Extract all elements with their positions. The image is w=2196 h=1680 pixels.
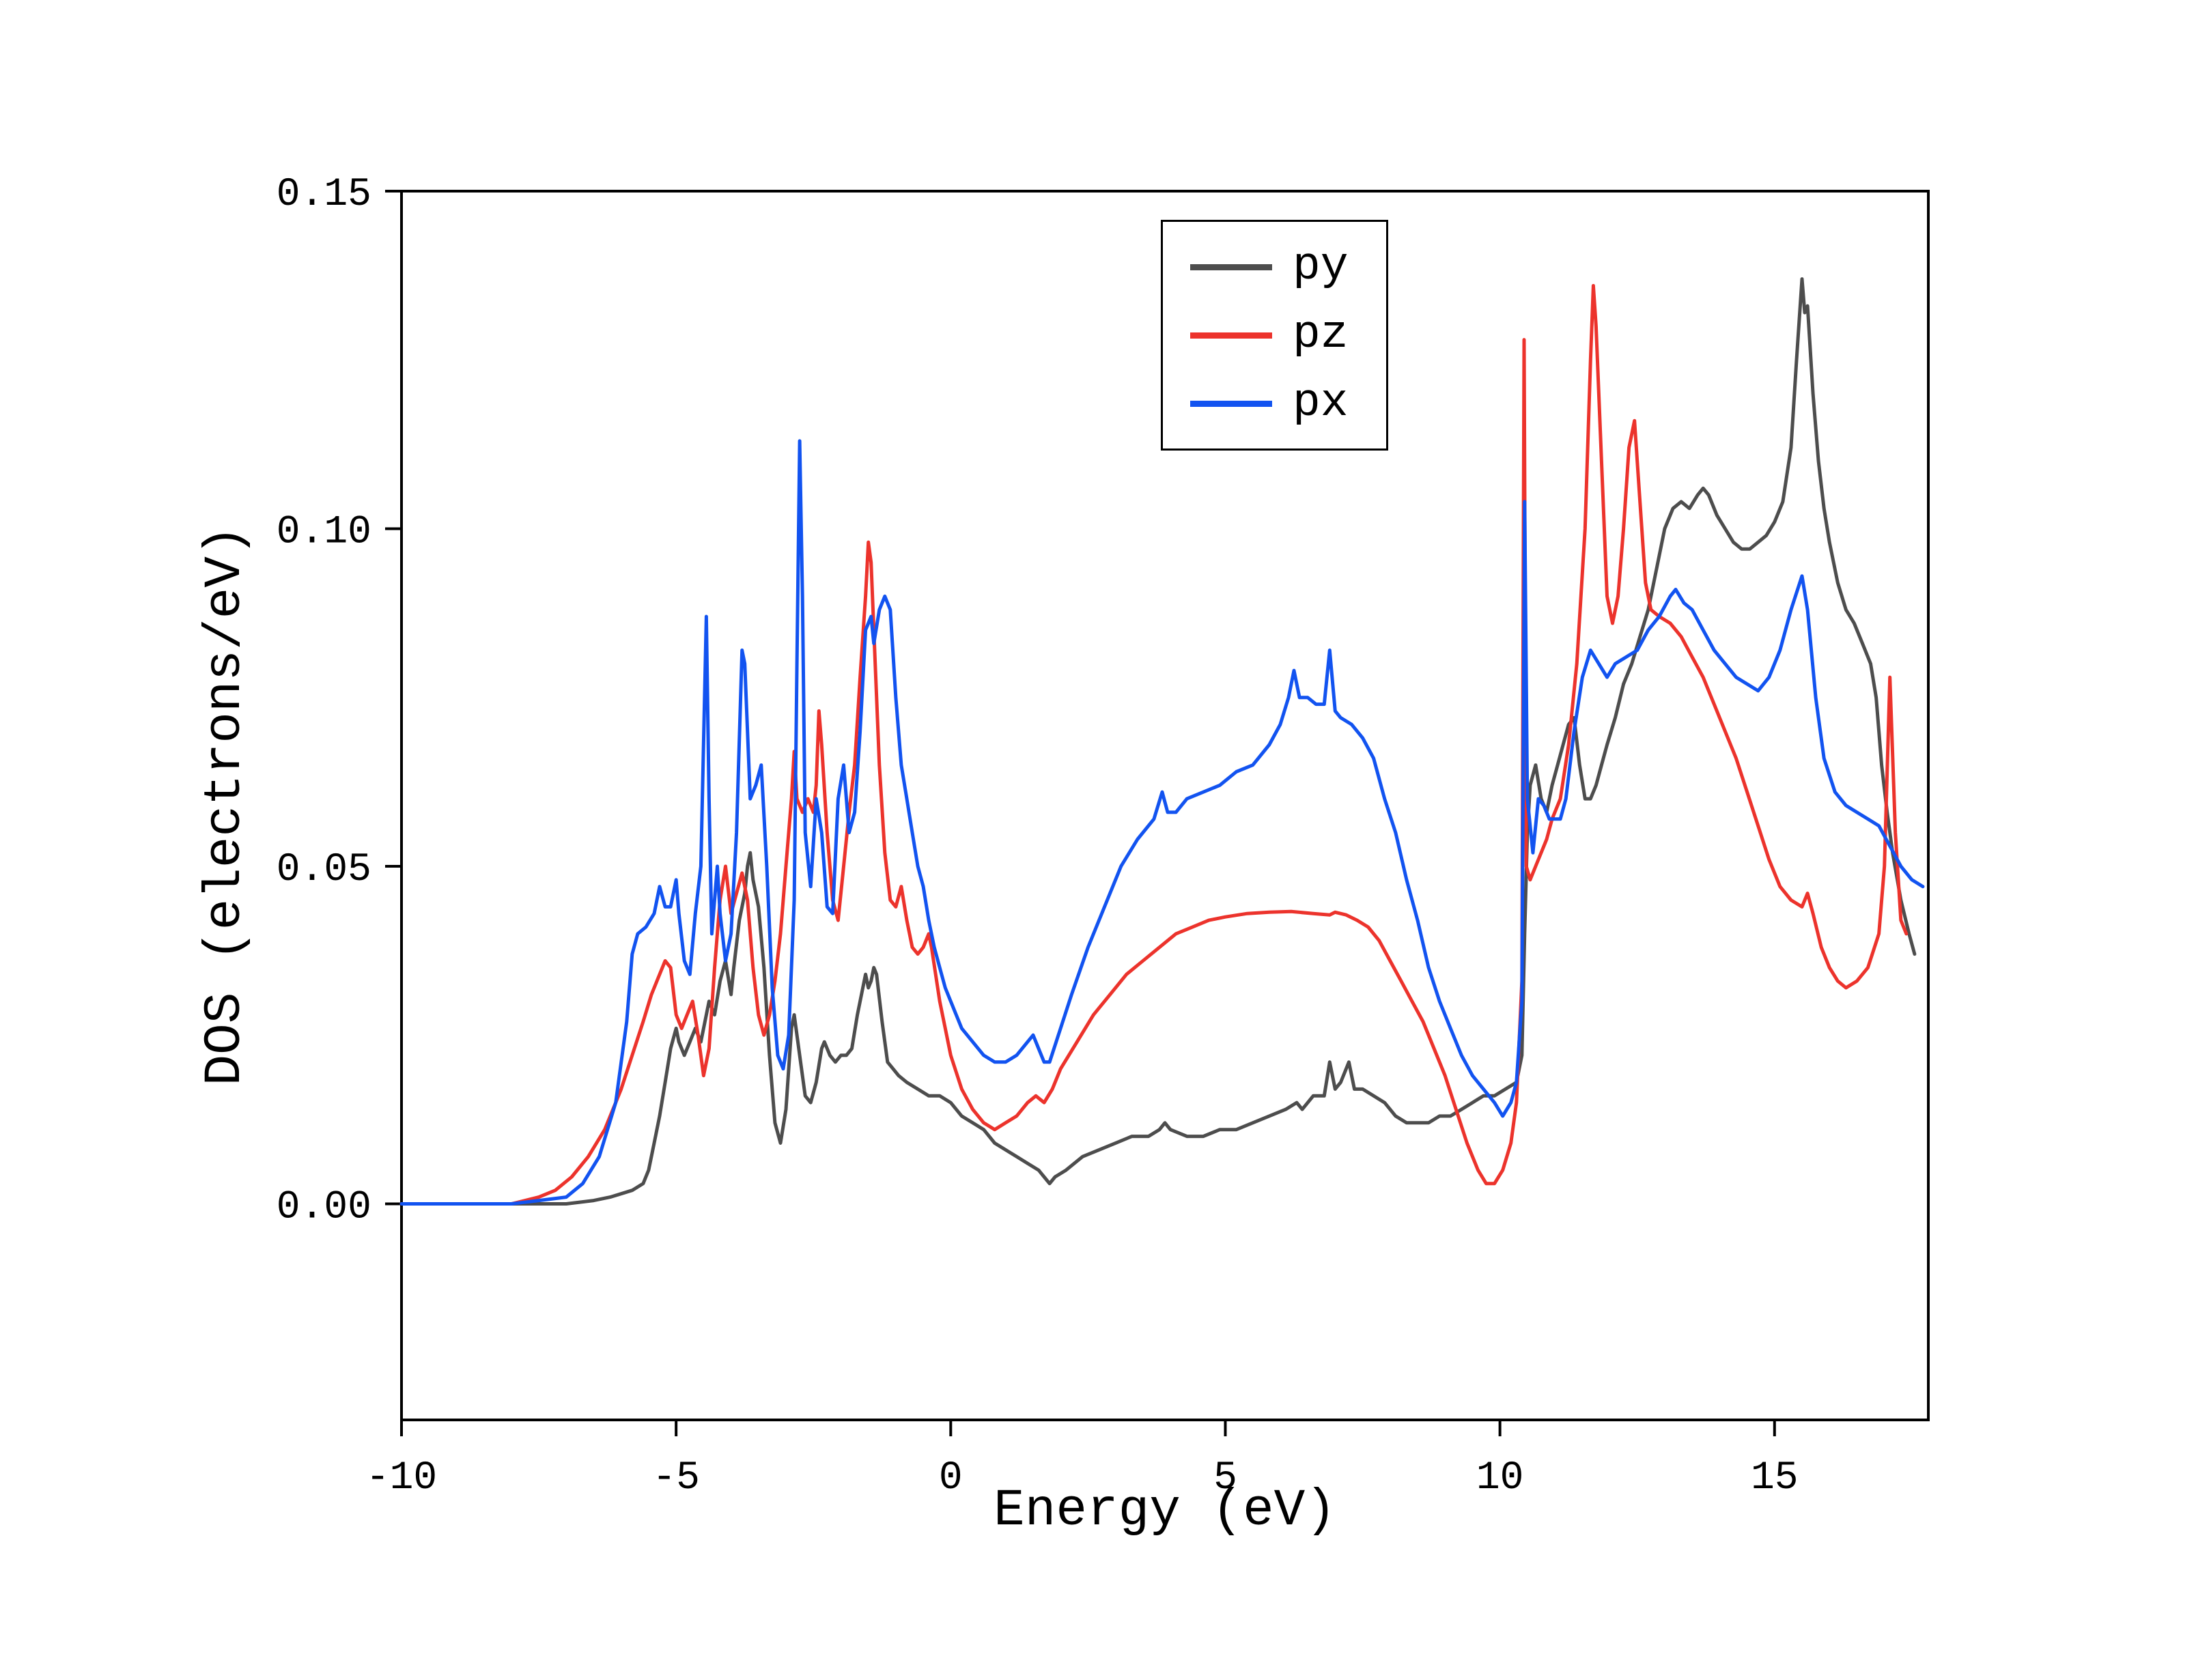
y-tick-label: 0.00 — [277, 1186, 371, 1230]
legend-swatch-py — [1190, 264, 1272, 270]
legend-item-px: px — [1190, 372, 1349, 435]
legend-swatch-px — [1190, 400, 1272, 407]
y-tick-label: 0.10 — [277, 511, 371, 555]
x-tick-label: 10 — [1476, 1456, 1524, 1500]
x-tick-label: 0 — [939, 1456, 963, 1500]
series-px — [399, 439, 1925, 1206]
x-tick-label: -10 — [366, 1456, 437, 1500]
legend-item-pz: pz — [1190, 304, 1349, 367]
x-tick-label: -5 — [652, 1456, 700, 1500]
x-tick-label: 15 — [1751, 1456, 1799, 1500]
y-tick-label: 0.05 — [277, 848, 371, 892]
legend-label-pz: pz — [1293, 309, 1349, 361]
y-tick-label: 0.15 — [277, 173, 371, 217]
legend-label-py: py — [1293, 240, 1349, 293]
x-tick-label: 5 — [1213, 1456, 1237, 1500]
y-axis-title: DOS (electrons/eV) — [196, 525, 255, 1086]
legend-swatch-pz — [1190, 332, 1272, 339]
plot-border — [400, 190, 1930, 1421]
x-axis-title: Energy (eV) — [994, 1481, 1336, 1540]
legend: py pz px — [1161, 220, 1388, 451]
legend-label-px: px — [1293, 377, 1349, 429]
legend-item-py: py — [1190, 236, 1349, 298]
series-pz — [399, 284, 1909, 1206]
series-py — [399, 277, 1917, 1206]
